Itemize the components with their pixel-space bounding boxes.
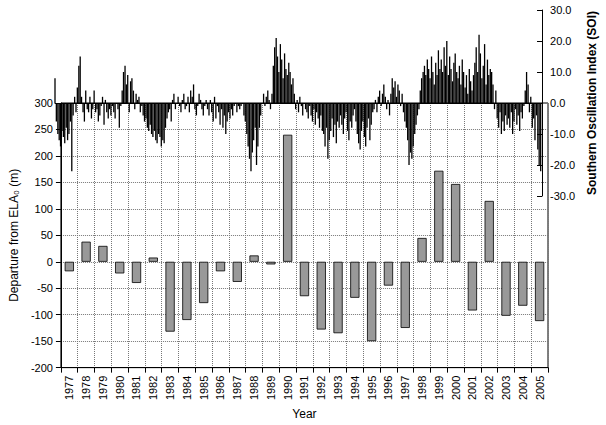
svg-text:-30.0: -30.0	[550, 190, 575, 202]
svg-text:-50: -50	[37, 282, 53, 294]
svg-text:2003: 2003	[500, 376, 512, 400]
svg-text:0.0: 0.0	[550, 97, 565, 109]
svg-text:1982: 1982	[147, 376, 159, 400]
svg-text:300: 300	[35, 97, 53, 109]
svg-text:200: 200	[35, 150, 53, 162]
svg-text:1979: 1979	[97, 376, 109, 400]
svg-text:1999: 1999	[433, 376, 445, 400]
svg-text:0: 0	[47, 256, 53, 268]
svg-text:1988: 1988	[248, 376, 260, 400]
svg-text:2002: 2002	[483, 376, 495, 400]
svg-text:2005: 2005	[534, 376, 546, 400]
svg-text:Departure from ELA₀ (m): Departure from ELA₀ (m)	[7, 169, 21, 302]
svg-text:250: 250	[35, 123, 53, 135]
svg-text:1998: 1998	[416, 376, 428, 400]
svg-text:-20.0: -20.0	[550, 159, 575, 171]
svg-text:-150: -150	[31, 335, 53, 347]
svg-text:1997: 1997	[399, 376, 411, 400]
svg-text:1987: 1987	[231, 376, 243, 400]
svg-text:1991: 1991	[298, 376, 310, 400]
svg-text:-10.0: -10.0	[550, 128, 575, 140]
svg-text:1992: 1992	[315, 376, 327, 400]
svg-text:1996: 1996	[382, 376, 394, 400]
svg-text:1985: 1985	[198, 376, 210, 400]
svg-text:50: 50	[41, 229, 53, 241]
svg-text:150: 150	[35, 176, 53, 188]
svg-text:1984: 1984	[181, 376, 193, 400]
svg-text:1995: 1995	[366, 376, 378, 400]
svg-text:1983: 1983	[164, 376, 176, 400]
svg-text:2000: 2000	[450, 376, 462, 400]
svg-text:1980: 1980	[114, 376, 126, 400]
svg-text:-100: -100	[31, 309, 53, 321]
svg-text:1986: 1986	[214, 376, 226, 400]
svg-text:1978: 1978	[80, 376, 92, 400]
svg-text:1994: 1994	[349, 376, 361, 400]
svg-text:1977: 1977	[63, 376, 75, 400]
svg-text:2004: 2004	[517, 376, 529, 400]
svg-text:30.0: 30.0	[550, 4, 571, 16]
svg-text:Southern Oscillation Index (SO: Southern Oscillation Index (SOI)	[585, 11, 599, 195]
svg-text:1990: 1990	[282, 376, 294, 400]
svg-text:10.0: 10.0	[550, 66, 571, 78]
svg-text:2001: 2001	[466, 376, 478, 400]
svg-text:1993: 1993	[332, 376, 344, 400]
svg-text:Year: Year	[292, 407, 316, 421]
svg-text:1981: 1981	[130, 376, 142, 400]
svg-text:-200: -200	[31, 362, 53, 374]
svg-text:1989: 1989	[265, 376, 277, 400]
svg-text:20.0: 20.0	[550, 35, 571, 47]
svg-text:100: 100	[35, 203, 53, 215]
